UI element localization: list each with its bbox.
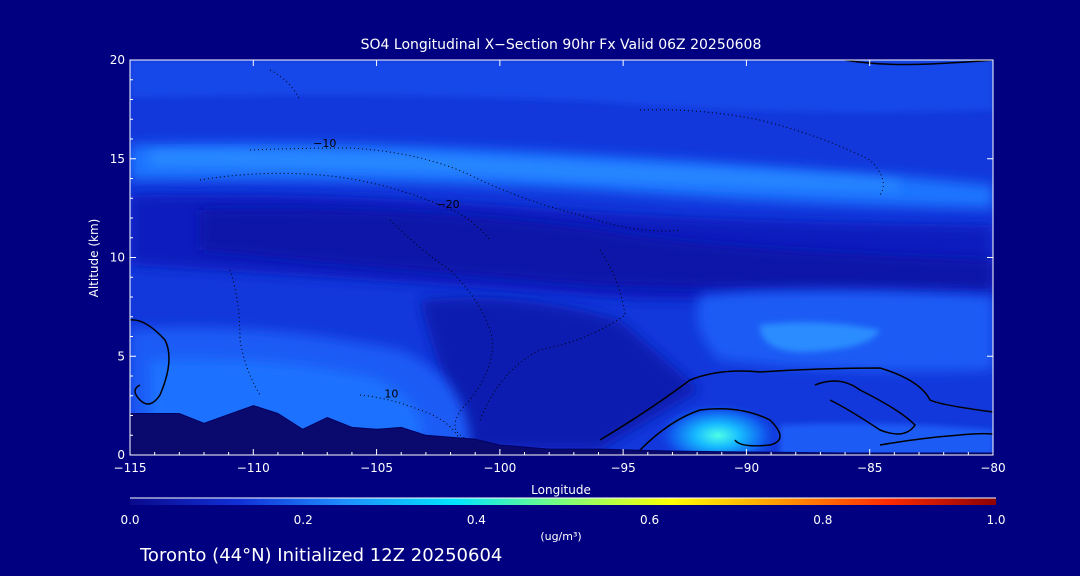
field-mid-plume-core bbox=[760, 322, 880, 352]
x-tick-label: −100 bbox=[483, 461, 516, 475]
y-tick-label: 15 bbox=[110, 152, 125, 166]
contour-solid bbox=[639, 408, 781, 451]
colorbar: 0.0 0.2 0.4 0.6 0.8 1.0 (ug/m³) bbox=[120, 497, 1006, 543]
colorbar-tick-label: 0.8 bbox=[813, 513, 832, 527]
x-tick-label: −85 bbox=[857, 461, 882, 475]
contour-solid bbox=[879, 432, 993, 446]
y-tick-label: 10 bbox=[110, 251, 125, 265]
field-top-band bbox=[130, 60, 993, 113]
x-tick-label: −105 bbox=[360, 461, 393, 475]
x-axis-label: Longitude bbox=[531, 483, 591, 497]
contour-lines bbox=[130, 60, 993, 451]
chart-title: SO4 Longitudinal X−Section 90hr Fx Valid… bbox=[361, 37, 762, 53]
plot-area: −10 −20 10 bbox=[130, 60, 993, 455]
colorbar-unit-label: (ug/m³) bbox=[540, 530, 581, 543]
colorbar-tick-label: 0.2 bbox=[294, 513, 313, 527]
contour-label: −20 bbox=[436, 198, 459, 211]
concentration-field bbox=[130, 60, 993, 455]
colorbar-ticks: 0.0 0.2 0.4 0.6 0.8 1.0 bbox=[120, 497, 1006, 527]
colorbar-tick-label: 0.6 bbox=[640, 513, 659, 527]
contour-dotted bbox=[359, 394, 461, 441]
contour-solid bbox=[599, 367, 993, 441]
y-tick-label: 0 bbox=[117, 448, 125, 462]
x-tick-label: −95 bbox=[610, 461, 635, 475]
contour-solid bbox=[130, 319, 170, 405]
colorbar-strip bbox=[130, 498, 996, 505]
x-tick-label: −80 bbox=[980, 461, 1005, 475]
field-darker-core bbox=[200, 209, 993, 290]
y-tick-label: 5 bbox=[117, 349, 125, 363]
axes: −115 −110 −105 −100 −95 −90 −85 −80 0 5 10 15 20 bbox=[110, 53, 1006, 475]
x-tick-label: −115 bbox=[114, 461, 147, 475]
contour-solid bbox=[844, 60, 993, 66]
footer-location-text: Toronto (44°N) Initialized 12Z 20250604 bbox=[139, 545, 502, 566]
y-tick-label: 20 bbox=[110, 53, 125, 67]
contour-dotted bbox=[199, 172, 491, 241]
colorbar-tick-label: 1.0 bbox=[986, 513, 1005, 527]
x-tick-label: −110 bbox=[237, 461, 270, 475]
field-mid-dark bbox=[420, 297, 700, 450]
x-tick-label: −90 bbox=[734, 461, 759, 475]
contour-label: −10 bbox=[313, 137, 336, 150]
colorbar-tick-label: 0.0 bbox=[120, 513, 139, 527]
colorbar-tick-label: 0.4 bbox=[467, 513, 486, 527]
field-upper-core bbox=[150, 151, 900, 190]
contour-solid bbox=[814, 380, 916, 435]
y-axis-label: Altitude (km) bbox=[87, 219, 101, 298]
contour-labels: −10 −20 10 bbox=[313, 137, 460, 401]
contour-label: 10 bbox=[384, 388, 398, 401]
field-east-surface bbox=[780, 423, 993, 455]
contour-dotted bbox=[639, 109, 884, 196]
